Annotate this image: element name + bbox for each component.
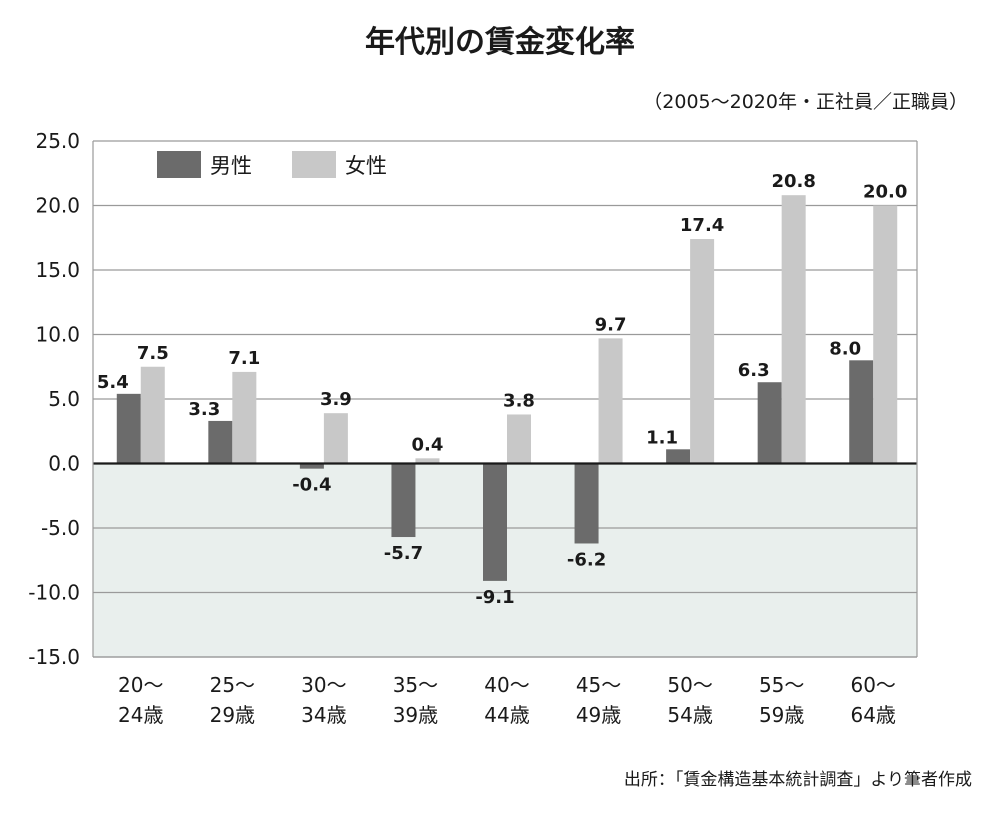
bar-female [140, 366, 165, 464]
x-category-label: 24歳 [118, 703, 163, 727]
y-tick-label: 5.0 [48, 387, 80, 411]
x-category-label: 30〜 [301, 673, 346, 697]
plot-area: 25.0 20.0 15.0 10.0 5.0 0.0 -5.0 -10.0 -15.0 5.4 3… [28, 129, 918, 727]
y-tick-label: 10.0 [35, 323, 80, 347]
bar-male [116, 393, 141, 464]
data-label-male: -0.4 [292, 475, 331, 496]
bar-female [415, 458, 440, 464]
data-label-male: -6.2 [567, 549, 606, 570]
x-category-label: 39歳 [393, 703, 438, 727]
x-category-label: 34歳 [301, 703, 346, 727]
data-label-female: 20.0 [863, 182, 907, 203]
legend: 男性 女性 [157, 151, 387, 178]
y-tick-label: 15.0 [35, 258, 80, 282]
data-label-male: 1.1 [646, 427, 678, 448]
legend-label-female: 女性 [345, 154, 387, 178]
x-category-label: 25〜 [210, 673, 255, 697]
y-tick-label: 25.0 [35, 129, 80, 153]
bar-female [507, 414, 531, 464]
y-tick-label: -15.0 [28, 645, 80, 669]
x-category-label: 55〜 [759, 673, 804, 697]
bar-female [781, 195, 806, 464]
x-category-label: 54歳 [667, 703, 712, 727]
legend-swatch-male [157, 151, 201, 178]
x-category-label: 60〜 [850, 673, 895, 697]
x-category-label: 45〜 [576, 673, 621, 697]
y-tick-label: -10.0 [28, 581, 80, 605]
chart-title: 年代別の賃金変化率 [365, 25, 635, 60]
bar-male [757, 382, 782, 464]
x-category-label: 59歳 [759, 703, 804, 727]
bar-male [574, 463, 599, 544]
y-tick-label: 20.0 [35, 194, 80, 218]
bar-female [232, 371, 257, 464]
bar-male [299, 463, 324, 469]
bar-male [208, 420, 233, 464]
data-label-male: -9.1 [475, 587, 514, 608]
legend-swatch-female [292, 151, 336, 178]
data-label-female: 9.7 [595, 314, 627, 335]
x-category-label: 40〜 [484, 673, 529, 697]
bar-male [849, 360, 874, 464]
x-category-label: 50〜 [667, 673, 712, 697]
x-category-label: 49歳 [576, 703, 621, 727]
data-label-male: 6.3 [738, 360, 770, 381]
x-category-label: 20〜 [118, 673, 163, 697]
y-tick-label: 0.0 [48, 452, 80, 476]
data-label-male: 5.4 [97, 372, 129, 393]
data-label-female: 20.8 [771, 171, 815, 192]
data-label-female: 7.1 [228, 348, 260, 369]
data-label-male: 3.3 [188, 399, 220, 420]
data-label-female: 3.8 [503, 390, 535, 411]
x-category-label: 44歳 [484, 703, 529, 727]
bar-female [873, 205, 898, 464]
bar-female [598, 338, 623, 464]
y-tick-label: -5.0 [41, 516, 80, 540]
data-label-female: 7.5 [137, 343, 169, 364]
bar-male [483, 463, 507, 581]
data-label-female: 3.9 [320, 389, 352, 410]
x-category-label: 64歳 [850, 703, 895, 727]
legend-label-male: 男性 [210, 154, 252, 178]
bar-male [391, 463, 416, 538]
chart-subtitle: （2005〜2020年・正社員／正職員） [643, 91, 968, 113]
data-label-female: 17.4 [680, 215, 724, 236]
bar-female [690, 239, 715, 464]
bar-male [666, 449, 691, 464]
x-category-label: 29歳 [210, 703, 255, 727]
data-label-male: 8.0 [829, 338, 861, 359]
data-label-female: 0.4 [411, 434, 443, 455]
source-note: 出所：「賃金構造基本統計調査」より筆者作成 [624, 770, 972, 790]
data-label-male: -5.7 [384, 543, 423, 564]
x-category-label: 35〜 [393, 673, 438, 697]
bar-female [323, 413, 348, 464]
